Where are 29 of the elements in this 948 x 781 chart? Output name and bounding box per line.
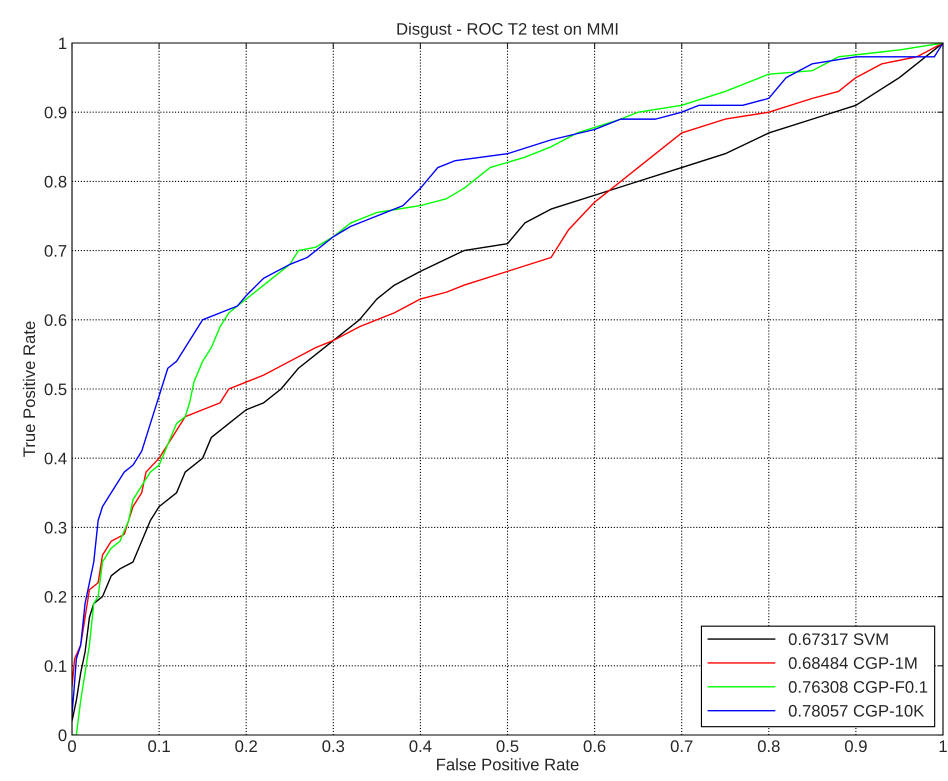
x-tick-label: 0.5: [496, 740, 518, 752]
x-tick-label: 0: [68, 740, 76, 752]
y-tick-label: 0.4: [44, 452, 67, 464]
x-tick-label: 0.8: [758, 740, 780, 752]
x-tick-label: 0.3: [322, 740, 344, 752]
x-tick-label: 0.1: [148, 740, 170, 752]
y-tick-label: 0.7: [44, 245, 66, 257]
y-axis-title: True Positive Rate: [22, 322, 36, 457]
y-tick-label: 1: [59, 38, 66, 50]
x-tick-label: 0.4: [409, 740, 432, 752]
x-tick-label: 0.7: [670, 740, 692, 752]
y-tick-label: 0.5: [44, 383, 66, 396]
x-axis-title: False Positive Rate: [437, 758, 579, 770]
y-tick-label: 0: [58, 729, 66, 742]
y-tick-label: 0.3: [44, 522, 66, 534]
legend-label: 0.67317 SVM: [788, 633, 888, 646]
x-tick-label: 0.6: [584, 740, 606, 752]
y-tick-label: 0.9: [44, 106, 66, 118]
y-tick-label: 0.8: [44, 176, 66, 188]
chart-title: Disgust - ROC T2 test on MMI: [397, 22, 618, 38]
x-tick-label: 0.9: [844, 740, 867, 752]
x-tick-label: 1: [940, 740, 947, 752]
y-tick-label: 0.6: [44, 314, 66, 326]
y-tick-label: 0.1: [44, 660, 66, 672]
legend-label: 0.68484 CGP-1M: [788, 657, 916, 669]
legend-label: 0.76308 CGP-F0.1: [788, 681, 928, 693]
x-tick-label: 0.2: [235, 740, 257, 752]
legend-label: 0.78057 CGP-10K: [788, 704, 924, 717]
y-tick-label: 0.2: [44, 591, 66, 603]
